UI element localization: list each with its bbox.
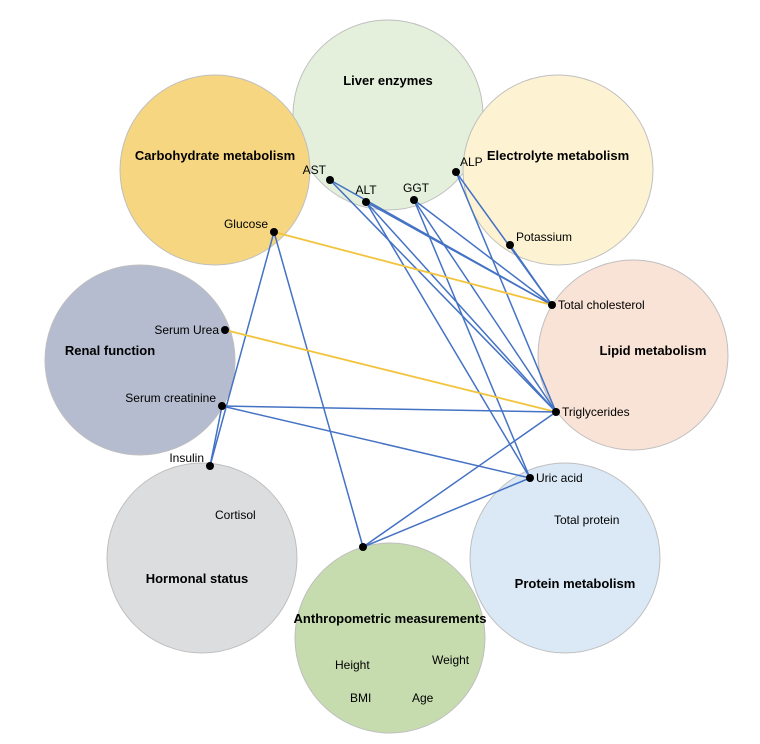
- edge-creat-uric: [222, 406, 530, 478]
- cluster-label-electrolyte: Electrolyte metabolism: [487, 148, 629, 163]
- clusters-layer: [45, 20, 728, 733]
- node-creat: [218, 402, 226, 410]
- node-label-creat: Serum creatinine: [125, 391, 216, 405]
- node-label-alt: ALT: [355, 183, 377, 197]
- node-label-tp: Total protein: [554, 513, 619, 527]
- cluster-renal: [45, 265, 235, 455]
- node-uric: [526, 474, 534, 482]
- cluster-label-protein: Protein metabolism: [515, 576, 636, 591]
- node-alt: [362, 198, 370, 206]
- cluster-liver: [293, 20, 483, 210]
- node-label-ggt: GGT: [403, 181, 430, 195]
- node-label-insulin: Insulin: [169, 451, 204, 465]
- node-label-tg: Triglycerides: [562, 405, 630, 419]
- cluster-label-carb: Carbohydrate metabolism: [135, 148, 295, 163]
- cluster-label-hormonal: Hormonal status: [146, 571, 249, 586]
- edge-urea-tg: [225, 330, 556, 412]
- node-label-alp: ALP: [460, 155, 483, 169]
- node-label-potassium: Potassium: [516, 230, 572, 244]
- node-label-tc: Total cholesterol: [558, 298, 645, 312]
- node-label-glucose: Glucose: [224, 217, 268, 231]
- node-potassium: [506, 241, 514, 249]
- network-diagram: Liver enzymes Electrolyte metabolism Lipid…: [0, 0, 760, 744]
- cluster-label-renal: Renal function: [65, 343, 155, 358]
- node-label-urea: Serum Urea: [154, 323, 219, 337]
- node-label-ast: AST: [303, 163, 327, 177]
- cluster-label-anthro: Anthropometric measurements: [294, 611, 487, 626]
- node-glucose: [270, 228, 278, 236]
- node-tc: [548, 301, 556, 309]
- node-label-age: Age: [412, 691, 434, 705]
- cluster-carb: [120, 75, 310, 265]
- node-label-bmi: BMI: [350, 691, 371, 705]
- node-alp: [452, 168, 460, 176]
- node-ast: [326, 176, 334, 184]
- node-tg: [552, 408, 560, 416]
- node-label-cortisol: Cortisol: [215, 508, 256, 522]
- node-label-uric: Uric acid: [536, 471, 583, 485]
- node-urea: [221, 326, 229, 334]
- cluster-label-lipid: Lipid metabolism: [600, 343, 707, 358]
- node-insulin: [206, 462, 214, 470]
- node-ggt: [410, 196, 418, 204]
- edge-glucose-anthro_top: [274, 232, 363, 547]
- node-label-height: Height: [335, 658, 370, 672]
- cluster-label-liver: Liver enzymes: [343, 73, 433, 88]
- edge-creat-tg: [222, 406, 556, 412]
- node-label-weight: Weight: [432, 653, 470, 667]
- node-anthro_top: [359, 543, 367, 551]
- cluster-anthro: [295, 543, 485, 733]
- cluster-hormonal: [107, 463, 297, 653]
